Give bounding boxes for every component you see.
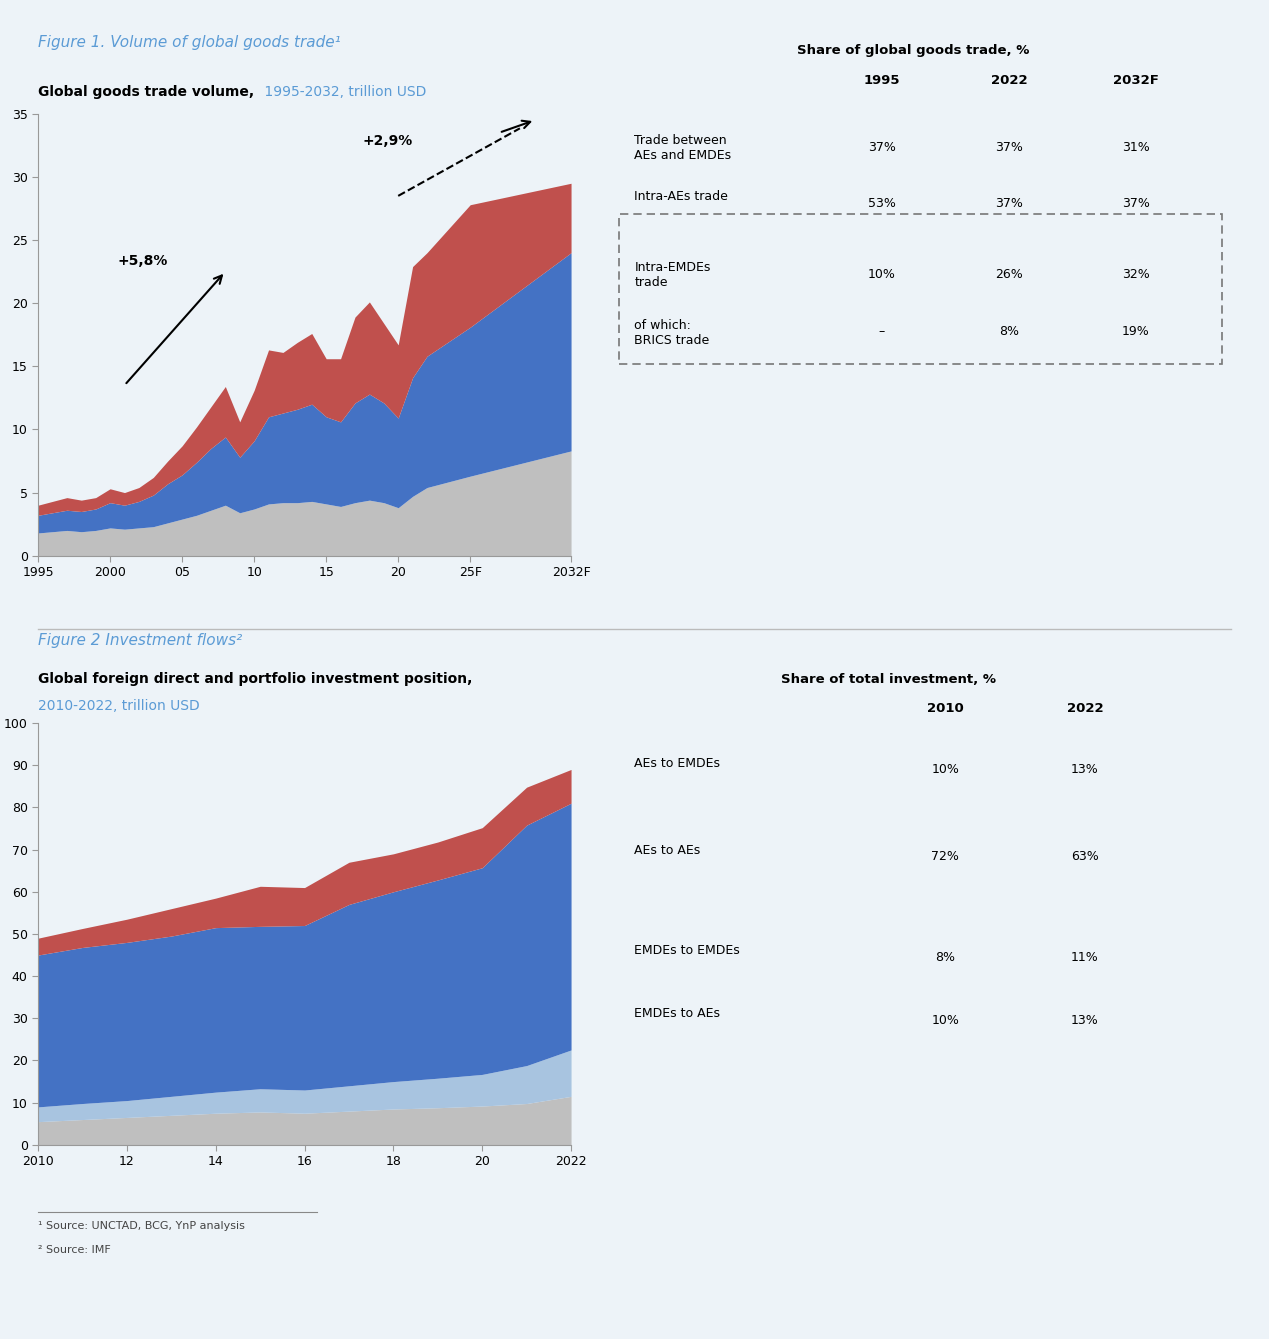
Text: 2022: 2022 [991,75,1027,87]
Text: ² Source: IMF: ² Source: IMF [38,1245,110,1255]
Text: Intra-EMDEs
trade: Intra-EMDEs trade [634,261,711,289]
Text: Share of global goods trade, %: Share of global goods trade, % [797,44,1030,56]
Text: AEs to AEs: AEs to AEs [634,844,700,857]
Text: 1995: 1995 [864,75,900,87]
Text: 19%: 19% [1122,325,1150,339]
Text: 13%: 13% [1071,1014,1099,1027]
Text: +2,9%: +2,9% [362,134,412,149]
Text: 32%: 32% [1122,268,1150,281]
Text: of which:
BRICS trade: of which: BRICS trade [634,319,709,347]
Text: Trade between
AEs and EMDEs: Trade between AEs and EMDEs [634,134,732,162]
Text: 2010-2022, trillion USD: 2010-2022, trillion USD [38,699,199,712]
Text: 8%: 8% [935,951,956,964]
Text: ¹ Source: UNCTAD, BCG, YnP analysis: ¹ Source: UNCTAD, BCG, YnP analysis [38,1221,245,1231]
Text: 11%: 11% [1071,951,1099,964]
Text: 2010: 2010 [928,703,963,715]
Text: EMDEs to AEs: EMDEs to AEs [634,1007,721,1020]
Text: Figure 1. Volume of global goods trade¹: Figure 1. Volume of global goods trade¹ [38,35,341,50]
Text: 26%: 26% [995,268,1023,281]
Text: 53%: 53% [868,197,896,210]
Text: –: – [879,325,884,339]
Text: 37%: 37% [995,197,1023,210]
Text: 63%: 63% [1071,850,1099,864]
Text: 37%: 37% [995,141,1023,154]
Text: Share of total investment, %: Share of total investment, % [780,674,996,686]
Text: Global goods trade volume,: Global goods trade volume, [38,86,254,99]
Text: 10%: 10% [868,268,896,281]
Text: EMDEs to EMDEs: EMDEs to EMDEs [634,944,740,957]
Text: Global foreign direct and portfolio investment position,: Global foreign direct and portfolio inve… [38,672,472,686]
Text: 31%: 31% [1122,141,1150,154]
Text: 37%: 37% [1122,197,1150,210]
Text: 10%: 10% [931,763,959,777]
Text: Figure 2 Investment flows²: Figure 2 Investment flows² [38,633,242,648]
Text: 8%: 8% [999,325,1019,339]
Text: 13%: 13% [1071,763,1099,777]
Text: 72%: 72% [931,850,959,864]
Text: 37%: 37% [868,141,896,154]
Text: 1995-2032, trillion USD: 1995-2032, trillion USD [260,86,426,99]
Text: 2032F: 2032F [1113,75,1159,87]
Text: AEs to EMDEs: AEs to EMDEs [634,757,721,770]
Text: 2022: 2022 [1067,703,1103,715]
Text: 10%: 10% [931,1014,959,1027]
Text: +5,8%: +5,8% [117,254,168,268]
Text: Intra-AEs trade: Intra-AEs trade [634,190,728,204]
